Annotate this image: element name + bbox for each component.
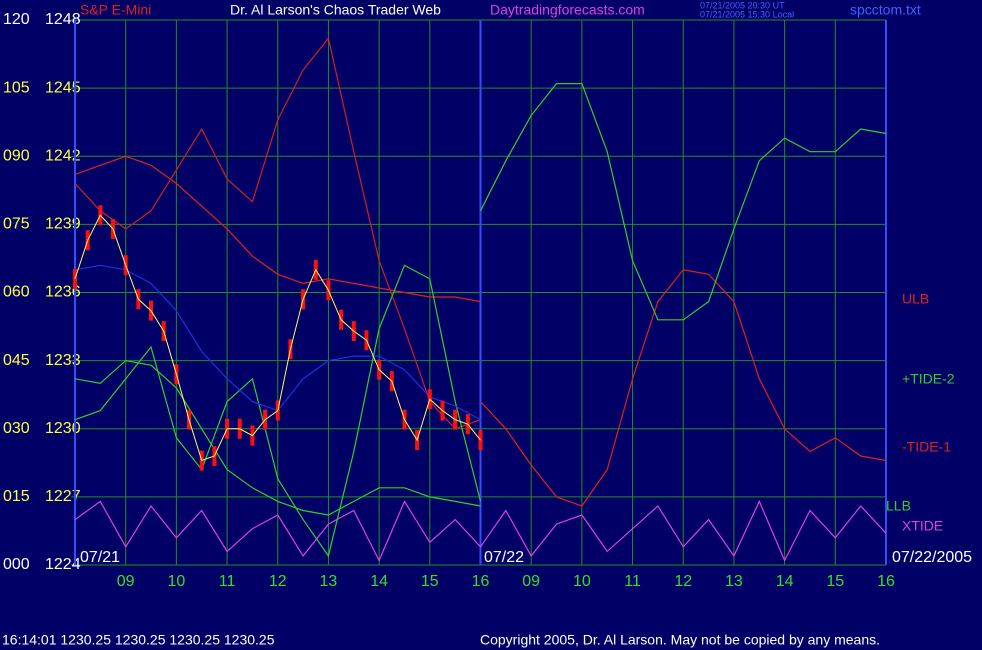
series-line [74, 36, 481, 430]
x-tick-label: 09 [522, 573, 540, 590]
x-tick-label: 09 [117, 573, 135, 590]
series-line [74, 359, 481, 516]
y-tick-label: 030 [3, 420, 30, 437]
series-line [74, 499, 887, 562]
y2-tick-label: 1236 [45, 284, 81, 301]
x-tick-label: 13 [320, 573, 338, 590]
price-bar [478, 430, 483, 451]
y-tick-label: 015 [3, 488, 30, 505]
x-tick-label: 10 [167, 573, 185, 590]
status-line: 16:14:01 1230.25 1230.25 1230.25 1230.25 [2, 632, 275, 648]
x-tick-label: 16 [877, 573, 895, 590]
y-tick-label: 120 [3, 11, 30, 28]
filename: spcctom.txt [850, 2, 921, 18]
y-tick-label: 090 [3, 147, 30, 164]
x-tick-label: 16 [472, 573, 490, 590]
timestamp: 07/21/2005 15:30 Local [700, 9, 794, 19]
legend-label: XTIDE [902, 518, 943, 534]
x-tick-label: 12 [269, 573, 287, 590]
series-line [479, 83, 887, 321]
y2-tick-label: 1245 [45, 79, 81, 96]
series-line [74, 155, 481, 303]
date-label: 07/22/2005 [892, 549, 972, 566]
series-line [480, 269, 887, 507]
y-tick-label: 105 [3, 79, 30, 96]
x-tick-label: 11 [624, 573, 641, 590]
y2-tick-label: 1233 [45, 352, 81, 369]
y-tick-label: 060 [3, 284, 30, 301]
x-tick-label: 14 [370, 573, 388, 590]
series-line [74, 264, 482, 558]
y-tick-label: 075 [3, 216, 30, 233]
date-label: 07/21 [80, 549, 120, 566]
x-tick-label: 15 [826, 573, 844, 590]
legend-label: -TIDE-1 [902, 439, 951, 455]
y2-tick-label: 1230 [45, 420, 81, 437]
legend-label: LLB [886, 498, 911, 514]
y2-tick-label: 1239 [45, 216, 81, 233]
x-tick-label: 13 [725, 573, 743, 590]
legend-label: +TIDE-2 [902, 371, 955, 387]
y-tick-label: 000 [3, 556, 30, 573]
x-tick-label: 12 [674, 573, 692, 590]
website: Daytradingforecasts.com [490, 2, 645, 18]
y2-tick-label: 1242 [45, 147, 81, 164]
y-tick-label: 045 [3, 352, 30, 369]
x-tick-label: 14 [776, 573, 794, 590]
x-tick-label: 10 [573, 573, 591, 590]
timestamp: 07/21/2005 20:30 UT [700, 0, 785, 10]
instrument: S&P E-Mini [80, 2, 151, 18]
chart-title: Dr. Al Larson's Chaos Trader Web [230, 2, 441, 18]
y2-tick-label: 1224 [45, 556, 81, 573]
y2-tick-label: 1248 [45, 11, 81, 28]
series-line [74, 214, 481, 462]
copyright: Copyright 2005, Dr. Al Larson. May not b… [480, 632, 880, 648]
date-label: 07/22 [484, 549, 524, 566]
legend-label: ULB [902, 291, 929, 307]
x-tick-label: 11 [219, 573, 236, 590]
y2-tick-label: 1227 [45, 488, 81, 505]
x-tick-label: 15 [421, 573, 439, 590]
